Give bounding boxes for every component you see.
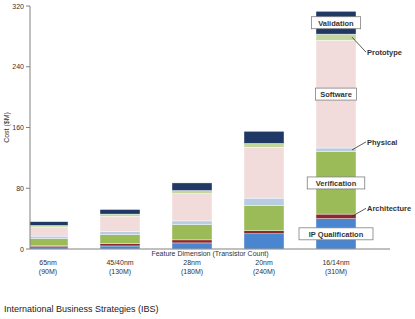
- bar-segment: [316, 152, 356, 214]
- bar-segment: [244, 198, 284, 206]
- bar-segment: [244, 143, 284, 147]
- x-tick-label: 28nm (180M): [181, 259, 203, 276]
- bar-segment: [244, 234, 284, 249]
- bar-segment: [30, 245, 68, 247]
- y-axis-label: Cost ($M): [3, 112, 11, 143]
- bar-segment: [172, 183, 212, 191]
- series-label: Software: [320, 90, 352, 99]
- bar-segment: [172, 225, 212, 240]
- x-tick-label-line: 45/40nm: [106, 259, 133, 266]
- x-tick-label-line: 16/14nm: [322, 259, 349, 266]
- x-tick-label-line: 20nm: [255, 259, 273, 266]
- bar-segment: [100, 216, 140, 231]
- bar-segment: [30, 236, 68, 238]
- bar-segment: [100, 232, 140, 235]
- callout-box: [311, 17, 360, 29]
- series-label: IP Qualification: [309, 230, 364, 239]
- callout-leader: [352, 37, 366, 52]
- bar-segment: [30, 225, 68, 227]
- bar-segment: [30, 238, 68, 245]
- bar-segment: [172, 240, 212, 243]
- y-tick: [26, 188, 30, 189]
- y-tick: [26, 127, 30, 128]
- source-note: International Business Strategies (IBS): [4, 304, 159, 314]
- callout-box: [307, 177, 365, 189]
- callout-leader: [352, 208, 366, 216]
- y-tick-label: 0: [20, 246, 24, 253]
- bar-segment: [172, 243, 212, 249]
- y-tick-label: 80: [16, 185, 24, 192]
- bar-segment: [30, 222, 68, 226]
- y-tick-label: 320: [12, 3, 24, 10]
- bar-segment: [316, 11, 356, 34]
- callout-leader: [352, 142, 366, 150]
- y-tick: [26, 66, 30, 67]
- x-tick-label-line: 65nm: [39, 259, 57, 266]
- y-tick-label: 240: [12, 63, 24, 70]
- series-label: Prototype: [367, 48, 402, 57]
- series-label: Verification: [316, 179, 357, 188]
- bars: [30, 11, 356, 249]
- bar-segment: [316, 40, 356, 148]
- x-tick-label-line: 28nm: [183, 259, 201, 266]
- callout-box: [316, 88, 357, 100]
- series-label: Physical: [367, 138, 397, 147]
- bar-segment: [316, 34, 356, 40]
- bar-segment: [30, 227, 68, 236]
- x-tick-label-line: (130M): [109, 268, 131, 276]
- series-label: Validation: [318, 19, 354, 28]
- bar-segment: [172, 191, 212, 194]
- y-tick: [26, 249, 30, 250]
- bar-segment: [100, 214, 140, 216]
- x-tick-label-line: (240M): [253, 268, 275, 276]
- bar-segment: [316, 214, 356, 219]
- bar-segment: [244, 231, 284, 234]
- x-tick-label-line: (90M): [39, 268, 57, 276]
- callout-box: [299, 228, 373, 240]
- bar-segment: [316, 148, 356, 152]
- y-tick: [26, 6, 30, 7]
- bar-segment: [100, 210, 140, 215]
- x-tick-label: 65nm (90M): [39, 259, 57, 276]
- x-axis-label: Feature Dimension (Transistor Count): [151, 250, 268, 258]
- bar-segment: [100, 235, 140, 244]
- y-tick-label: 160: [12, 124, 24, 131]
- bar-segment: [244, 131, 284, 143]
- x-tick-label-line: (310M): [325, 268, 347, 276]
- x-tick-label: 20nm (240M): [253, 259, 275, 276]
- bar-segment: [100, 244, 140, 246]
- bar-segment: [244, 147, 284, 198]
- series-label: Architecture: [367, 204, 411, 213]
- bar-segment: [172, 221, 212, 225]
- x-tick-label: 16/14nm (310M): [322, 259, 349, 276]
- x-tick-label-line: (180M): [181, 268, 203, 276]
- x-tick-label: 45/40nm (130M): [106, 259, 133, 276]
- bar-segment: [244, 206, 284, 231]
- chart: 0 80 160 240 320 Cost ($M) 65nm (90M) 45/40nm (13…: [0, 0, 415, 319]
- bar-segment: [172, 194, 212, 221]
